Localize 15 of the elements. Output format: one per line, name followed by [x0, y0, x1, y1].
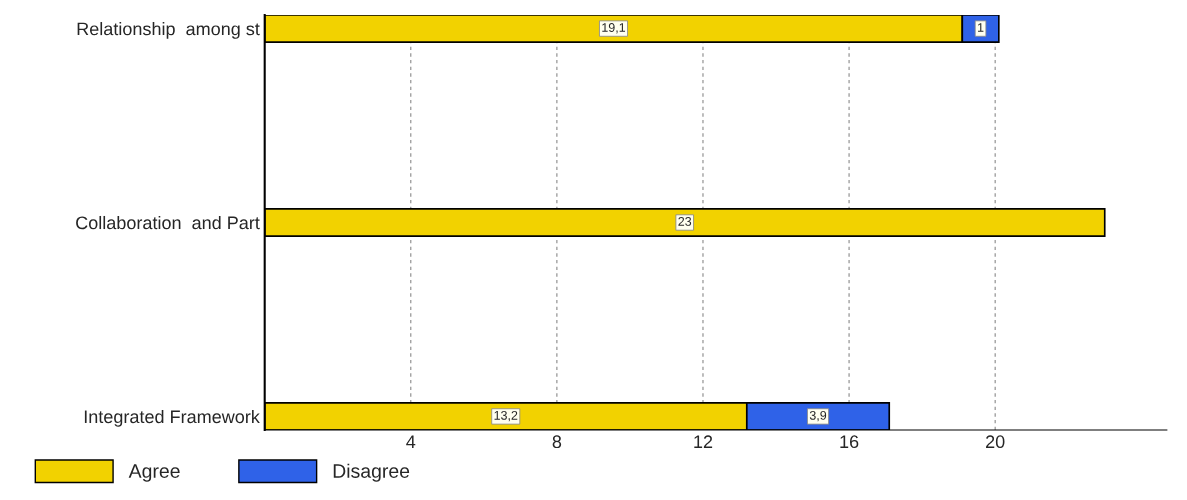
- y-tick-label: Integrated Framework: [84, 409, 260, 427]
- legend-label: Agree: [128, 464, 180, 482]
- data-label: 13,2: [494, 410, 518, 422]
- data-label: 23: [678, 217, 692, 226]
- data-label: 19,1: [602, 23, 626, 34]
- data-label: 3,9: [809, 410, 827, 422]
- x-tick-label: 16: [840, 435, 859, 449]
- y-tick-label: Relationship among st: [77, 22, 260, 39]
- x-tick-label: 4: [406, 435, 416, 448]
- data-label: 1: [978, 23, 984, 32]
- legend-label: Disagree: [333, 463, 410, 482]
- x-tick-label: 8: [552, 435, 562, 449]
- x-tick-label: 20: [986, 435, 1005, 449]
- y-tick-label: Collaboration and Part: [76, 215, 260, 230]
- x-tick-label: 12: [694, 435, 713, 448]
